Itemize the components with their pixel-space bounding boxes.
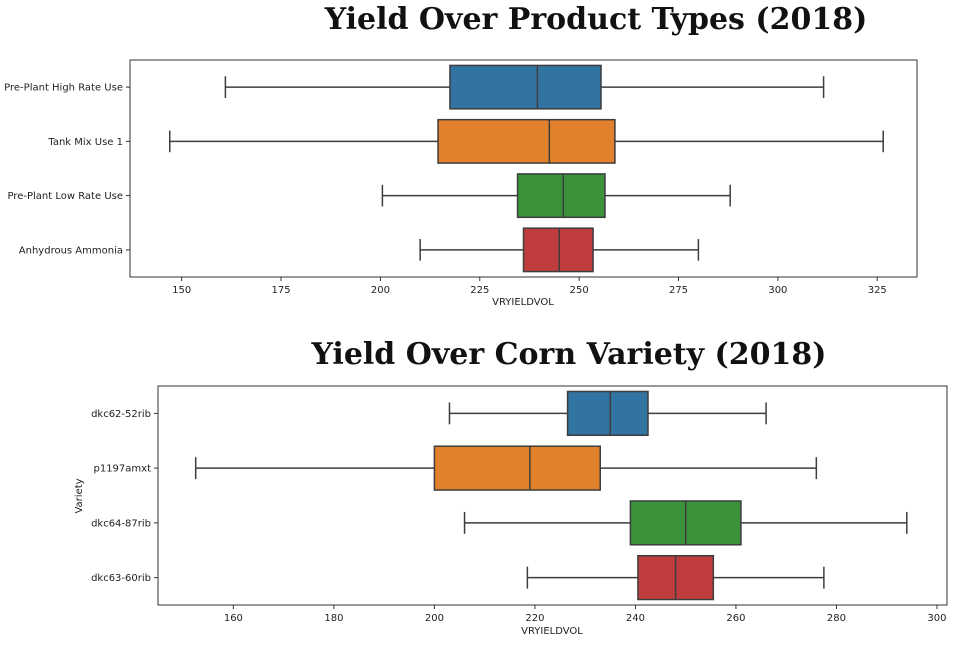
x-tick-label: 180 — [324, 613, 343, 624]
x-axis-label: VRYIELDVOL — [492, 297, 554, 308]
box — [516, 173, 606, 219]
y-tick-labels: Pre-Plant High Rate Use Tank Mix Use 1 Pre… — [4, 83, 130, 256]
box — [566, 390, 649, 437]
x-tick-label: 225 — [470, 285, 489, 296]
product-type-boxplot: Yield Over Product Types (2018) Pre-Plan… — [4, 2, 918, 308]
y-tick-label: Tank Mix Use 1 — [47, 137, 123, 148]
plot-area-frame — [129, 59, 918, 278]
y-tick-label: dkc63-60rib — [91, 573, 151, 584]
corn-variety-boxplot: Yield Over Corn Variety (2018) dkc62-52r… — [74, 337, 948, 637]
y-tick-label: dkc62-52rib — [91, 409, 151, 420]
plot-area-frame — [157, 385, 948, 606]
chart-title: Yield Over Product Types (2018) — [324, 2, 868, 37]
y-tick-label: p1197amxt — [93, 464, 151, 475]
y-tick-label: dkc64-87rib — [91, 518, 151, 529]
x-tick-label: 250 — [570, 285, 589, 296]
x-tick-label: 240 — [626, 613, 645, 624]
x-tick-labels: 160 180 200 220 240 260 280 300 — [224, 605, 946, 624]
y-tick-label: Pre-Plant Low Rate Use — [7, 191, 123, 202]
y-axis-label: Variety — [74, 478, 85, 513]
box — [437, 118, 616, 164]
box-marks — [194, 390, 908, 601]
x-tick-label: 325 — [868, 285, 887, 296]
x-tick-labels: 150 175 200 225 250 275 300 325 — [172, 277, 887, 296]
box — [449, 64, 602, 110]
x-tick-label: 275 — [669, 285, 688, 296]
chart-title: Yield Over Corn Variety (2018) — [311, 337, 827, 372]
x-tick-label: 200 — [371, 285, 390, 296]
box — [433, 445, 601, 491]
x-tick-label: 200 — [425, 613, 444, 624]
x-tick-label: 260 — [726, 613, 745, 624]
box-marks — [168, 64, 884, 273]
x-tick-label: 160 — [224, 613, 243, 624]
x-tick-label: 150 — [172, 285, 191, 296]
x-tick-label: 300 — [768, 285, 787, 296]
x-tick-label: 220 — [525, 613, 544, 624]
x-tick-label: 300 — [927, 613, 946, 624]
x-tick-label: 175 — [271, 285, 290, 296]
y-tick-label: Anhydrous Ammonia — [19, 245, 123, 256]
y-tick-labels: dkc62-52rib p1197amxt dkc64-87rib dkc63-60r… — [91, 409, 158, 584]
box — [522, 227, 594, 273]
x-axis-label: VRYIELDVOL — [521, 626, 583, 637]
x-tick-label: 280 — [827, 613, 846, 624]
y-tick-label: Pre-Plant High Rate Use — [4, 83, 123, 94]
